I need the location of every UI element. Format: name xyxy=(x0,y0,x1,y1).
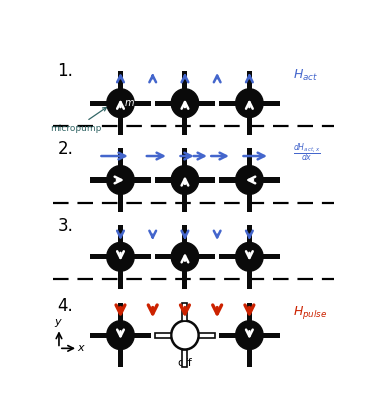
Text: 2.: 2. xyxy=(57,140,73,158)
Text: 1.: 1. xyxy=(57,62,73,80)
Circle shape xyxy=(171,321,199,350)
Circle shape xyxy=(107,166,134,194)
Bar xyxy=(118,350,123,367)
Bar xyxy=(134,101,151,106)
Bar xyxy=(183,225,187,243)
Bar xyxy=(90,254,107,259)
Bar xyxy=(219,101,235,106)
Bar xyxy=(183,271,187,289)
Bar xyxy=(219,332,235,338)
Circle shape xyxy=(171,243,199,271)
Bar xyxy=(155,332,171,338)
Bar xyxy=(247,194,252,212)
Bar xyxy=(134,254,151,259)
Bar xyxy=(247,148,252,166)
Bar xyxy=(263,178,280,183)
Bar xyxy=(118,271,123,289)
Bar xyxy=(199,254,215,259)
Bar xyxy=(183,194,187,212)
Bar xyxy=(183,148,187,166)
Bar xyxy=(219,178,235,183)
Bar xyxy=(90,332,107,338)
Circle shape xyxy=(235,89,263,118)
Text: off: off xyxy=(178,358,192,368)
Text: micropump: micropump xyxy=(50,107,107,133)
Text: $x$: $x$ xyxy=(77,344,86,354)
Bar xyxy=(247,271,252,289)
Bar xyxy=(199,101,215,106)
Bar xyxy=(263,254,280,259)
Bar xyxy=(134,332,151,338)
Bar xyxy=(155,254,171,259)
Bar xyxy=(247,225,252,243)
Text: $H_{\mathregular{act}}$: $H_{\mathregular{act}}$ xyxy=(293,68,319,83)
Bar xyxy=(90,178,107,183)
Bar xyxy=(219,254,235,259)
Bar xyxy=(118,194,123,212)
Circle shape xyxy=(235,166,263,194)
Bar xyxy=(247,71,252,89)
Bar xyxy=(183,71,187,89)
Bar xyxy=(155,178,171,183)
Bar xyxy=(199,178,215,183)
Bar xyxy=(118,225,123,243)
Bar xyxy=(199,332,215,338)
Bar xyxy=(183,350,187,367)
Bar xyxy=(90,101,107,106)
Circle shape xyxy=(107,89,134,118)
Bar xyxy=(183,303,187,321)
Bar xyxy=(263,332,280,338)
Circle shape xyxy=(171,89,199,118)
Text: $m$: $m$ xyxy=(124,98,135,108)
Bar xyxy=(155,101,171,106)
Bar xyxy=(118,148,123,166)
Text: $H_{\mathregular{pulse}}$: $H_{\mathregular{pulse}}$ xyxy=(293,304,328,321)
Text: 4.: 4. xyxy=(57,297,73,315)
Text: $\frac{dH_{\mathregular{act,x}}}{dx}$: $\frac{dH_{\mathregular{act,x}}}{dx}$ xyxy=(293,142,321,165)
Bar xyxy=(118,303,123,321)
Bar xyxy=(118,118,123,135)
Text: 3.: 3. xyxy=(57,217,73,235)
Bar xyxy=(247,350,252,367)
Bar xyxy=(247,118,252,135)
Bar xyxy=(263,101,280,106)
Circle shape xyxy=(107,243,134,271)
Circle shape xyxy=(235,321,263,350)
Bar xyxy=(134,178,151,183)
Circle shape xyxy=(107,321,134,350)
Bar xyxy=(247,303,252,321)
Bar xyxy=(183,118,187,135)
Text: $y$: $y$ xyxy=(54,317,64,329)
Circle shape xyxy=(235,243,263,271)
Bar xyxy=(118,71,123,89)
Circle shape xyxy=(171,166,199,194)
